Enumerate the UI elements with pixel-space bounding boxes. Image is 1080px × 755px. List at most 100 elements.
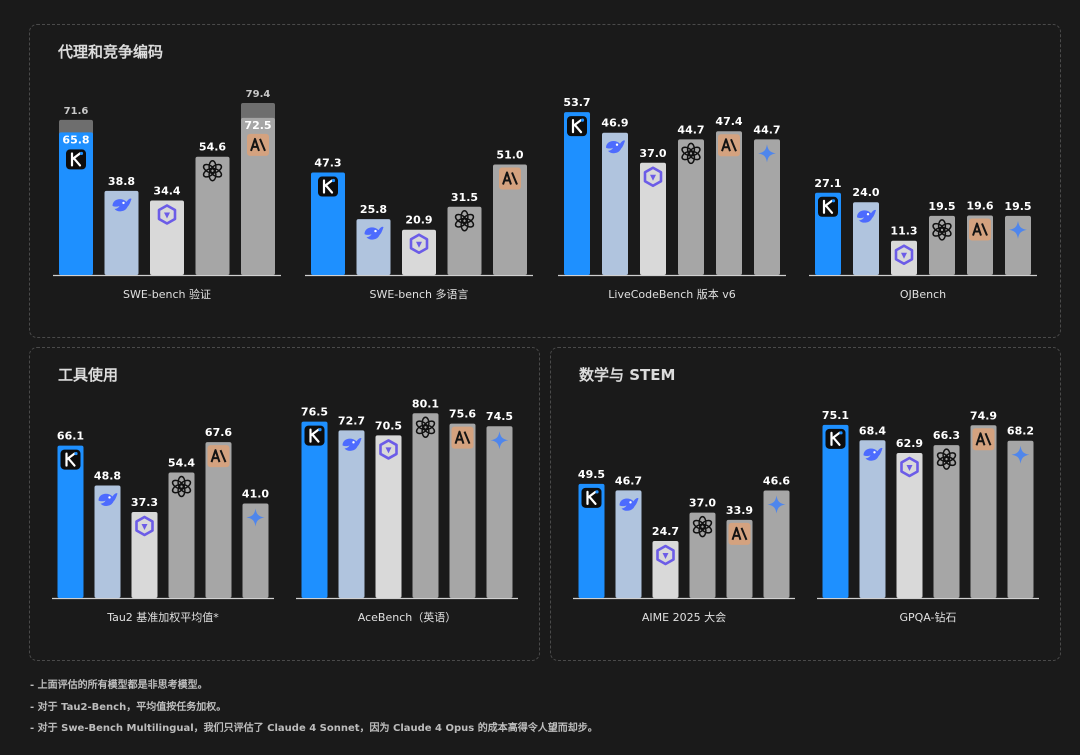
deepseek-icon	[98, 493, 118, 506]
data-label-extended: 79.4	[246, 89, 271, 100]
chart-2: 53.7 46.9 37.0 44.7 47.4 44.7 LiveCodeBench 版本…	[558, 96, 786, 301]
chart-4: 66.1 48.8 37.3 54.4 67.6 41.0 Tau2 基准加权平均值*	[52, 426, 274, 624]
deepseek-icon	[857, 209, 876, 223]
gemini-icon	[767, 495, 786, 514]
data-label: 80.1	[412, 397, 439, 410]
data-label: 19.5	[928, 200, 955, 213]
data-label: 48.8	[94, 469, 121, 482]
kimi-icon	[318, 176, 338, 197]
bar-qwen	[150, 200, 184, 275]
data-label: 66.1	[57, 430, 84, 443]
data-label: 44.7	[677, 123, 704, 136]
data-label: 70.5	[375, 419, 402, 432]
bar-anthropic	[205, 442, 232, 598]
bar-kimi	[578, 483, 605, 598]
x-axis-label: SWE-bench 验证	[123, 287, 211, 301]
bar-openai	[689, 512, 716, 598]
data-label: 72.7	[338, 414, 365, 427]
kimi-icon	[567, 116, 587, 137]
qwen-icon	[643, 166, 663, 188]
data-label: 37.3	[131, 496, 158, 509]
footnotes: - 上面评估的所有模型都是非思考模型。 - 对于 Tau2-Bench，平均值按…	[30, 675, 598, 740]
x-axis-label: OJBench	[900, 288, 946, 301]
data-label: 74.9	[970, 409, 997, 422]
bar-kimi	[822, 424, 849, 598]
data-label: 34.4	[153, 184, 180, 197]
bar-gemini	[1007, 440, 1034, 598]
anthropic-icon	[207, 445, 230, 468]
bar-kimi	[57, 445, 84, 598]
kimi-icon	[581, 487, 602, 508]
anthropic-icon	[969, 218, 991, 241]
data-label: 11.3	[890, 225, 917, 238]
x-axis-label: GPQA-钻石	[899, 610, 956, 624]
data-label: 54.4	[168, 457, 195, 470]
anthropic-icon	[247, 133, 269, 156]
bar-qwen	[375, 435, 402, 598]
deepseek-icon	[364, 226, 384, 240]
chart-0: 71.6 65.8 38.8 34.4 54.6 79.4 72.5 SWE-bench 验证	[53, 89, 281, 301]
data-label: 20.9	[405, 214, 432, 227]
bar-deepseek	[602, 132, 628, 275]
qwen-icon	[409, 233, 429, 255]
x-axis-label: SWE-bench 多语言	[369, 287, 468, 301]
chart-7: 75.1 68.4 62.9 66.3 74.9 68.2 GPQA-钻石	[817, 409, 1039, 624]
bar-openai	[933, 445, 960, 598]
kimi-icon	[66, 149, 86, 170]
data-label: 74.5	[486, 410, 513, 423]
data-label: 27.1	[814, 177, 841, 190]
footnote: - 对于 Swe-Bench Multilingual，我们只评估了 Claud…	[30, 723, 598, 734]
bar-kimi	[564, 112, 590, 275]
x-axis-label: AceBench（英语）	[358, 610, 456, 624]
bar-deepseek	[94, 485, 121, 598]
bar-gemini	[242, 503, 269, 598]
data-label: 62.9	[896, 437, 923, 450]
data-label: 49.5	[578, 468, 605, 481]
bar-anthropic	[716, 131, 742, 275]
data-label: 54.6	[199, 141, 226, 154]
data-label: 31.5	[451, 191, 478, 204]
data-label: 33.9	[726, 504, 753, 517]
bar-gemini	[763, 490, 790, 598]
chart-3: 27.1 24.0 11.3 19.5 19.6 19.5 OJBench	[809, 177, 1037, 301]
panel-tool-use: 工具使用	[29, 347, 540, 661]
openai-icon	[171, 475, 192, 498]
data-label: 66.3	[933, 429, 960, 442]
x-axis-label: LiveCodeBench 版本 v6	[608, 287, 735, 301]
data-label: 75.1	[822, 409, 849, 422]
data-label: 46.9	[601, 117, 628, 130]
data-label-extended: 71.6	[64, 106, 89, 117]
bar-kimi	[301, 421, 328, 598]
openai-icon	[936, 448, 957, 470]
bar-deepseek	[104, 190, 139, 275]
data-label: 75.6	[449, 408, 476, 421]
data-label: 76.5	[301, 406, 328, 419]
bar-openai	[168, 472, 195, 598]
data-label: 46.7	[615, 474, 642, 487]
data-label: 65.8	[62, 133, 89, 146]
data-label: 68.2	[1007, 425, 1034, 438]
qwen-icon	[135, 515, 154, 537]
deepseek-icon	[863, 447, 883, 461]
bar-qwen	[896, 452, 923, 598]
qwen-icon	[656, 544, 675, 566]
data-label: 37.0	[689, 497, 716, 510]
kimi-icon	[60, 449, 81, 470]
gemini-icon	[1009, 220, 1027, 239]
bar-openai	[678, 139, 704, 275]
data-label: 19.5	[1004, 200, 1031, 213]
openai-icon	[692, 515, 713, 538]
data-label: 47.3	[314, 157, 341, 170]
bar-gemini	[754, 139, 780, 275]
qwen-icon	[900, 456, 919, 478]
kimi-icon	[304, 425, 325, 446]
data-label: 37.0	[639, 147, 666, 160]
panel-title: 工具使用	[58, 366, 119, 384]
data-label: 25.8	[360, 203, 387, 216]
bar-openai	[412, 413, 439, 598]
data-label: 47.4	[715, 115, 742, 128]
panel-math-stem: 数学与 STEM	[550, 347, 1061, 661]
panel-title: 代理和竞争编码	[58, 43, 164, 61]
x-axis-label: AIME 2025 大会	[642, 610, 726, 624]
deepseek-icon	[112, 198, 132, 212]
